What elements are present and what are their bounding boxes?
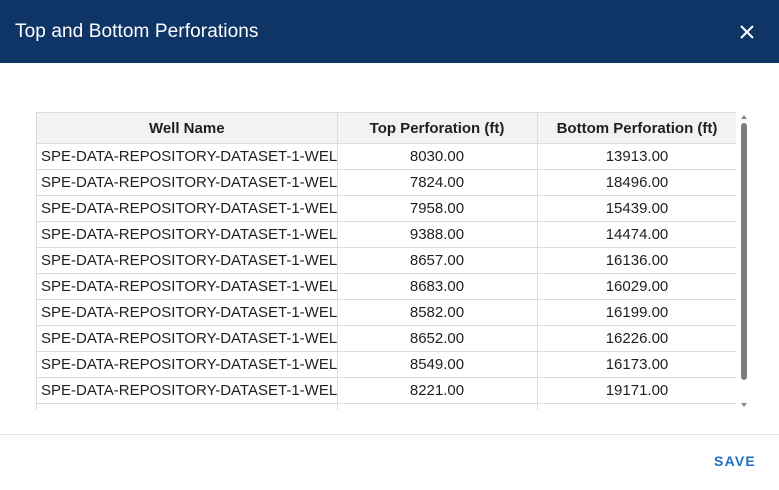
- cell-well-name: SPE-DATA-REPOSITORY-DATASET-1-WELL: [37, 403, 338, 410]
- perforations-table-container[interactable]: Well Name Top Perforation (ft) Bottom Pe…: [36, 112, 736, 410]
- table-row[interactable]: SPE-DATA-REPOSITORY-DATASET-1-WELL 8030.0…: [37, 143, 736, 170]
- cell-well-name: SPE-DATA-REPOSITORY-DATASET-1-WELL: [37, 143, 338, 170]
- cell-bottom-perforation: 16173.00: [537, 351, 736, 378]
- column-header-top-perforation[interactable]: Top Perforation (ft): [337, 112, 538, 144]
- cell-bottom-perforation: 15439.00: [537, 195, 736, 222]
- table-row[interactable]: SPE-DATA-REPOSITORY-DATASET-1-WELL 7958.0…: [37, 195, 736, 222]
- close-icon: [740, 24, 754, 39]
- cell-well-name: SPE-DATA-REPOSITORY-DATASET-1-WELL: [37, 247, 338, 274]
- cell-top-perforation: 8549.00: [337, 351, 538, 378]
- perforations-table: Well Name Top Perforation (ft) Bottom Pe…: [37, 112, 736, 410]
- cell-top-perforation: 8582.00: [337, 299, 538, 326]
- cell-well-name: SPE-DATA-REPOSITORY-DATASET-1-WELL: [37, 195, 338, 222]
- cell-bottom-perforation: 16029.00: [537, 273, 736, 300]
- cell-bottom-perforation: 18496.00: [537, 169, 736, 196]
- cell-well-name: SPE-DATA-REPOSITORY-DATASET-1-WELL: [37, 325, 338, 352]
- table-row[interactable]: SPE-DATA-REPOSITORY-DATASET-1-WELL 8549.0…: [37, 351, 736, 378]
- column-header-bottom-perforation[interactable]: Bottom Perforation (ft): [537, 112, 736, 144]
- table-row[interactable]: SPE-DATA-REPOSITORY-DATASET-1-WELL 8221.0…: [37, 377, 736, 404]
- dialog-header: Top and Bottom Perforations: [0, 0, 779, 63]
- cell-well-name: SPE-DATA-REPOSITORY-DATASET-1-WELL: [37, 377, 338, 404]
- cell-well-name: SPE-DATA-REPOSITORY-DATASET-1-WELL: [37, 273, 338, 300]
- cell-top-perforation: 8221.00: [337, 377, 538, 404]
- scroll-up-icon[interactable]: [741, 115, 747, 119]
- cell-top-perforation: 7958.00: [337, 195, 538, 222]
- close-button[interactable]: [735, 20, 759, 44]
- cell-well-name: SPE-DATA-REPOSITORY-DATASET-1-WELL: [37, 351, 338, 378]
- cell-top-perforation: 8683.00: [337, 273, 538, 300]
- cell-bottom-perforation: 16226.00: [537, 325, 736, 352]
- table-row[interactable]: SPE-DATA-REPOSITORY-DATASET-1-WELL7928.0…: [37, 403, 736, 410]
- cell-well-name: SPE-DATA-REPOSITORY-DATASET-1-WELL: [37, 221, 338, 248]
- cell-well-name: SPE-DATA-REPOSITORY-DATASET-1-WELL: [37, 169, 338, 196]
- scrollbar-thumb[interactable]: [741, 123, 747, 380]
- cell-bottom-perforation: 14474.00: [537, 221, 736, 248]
- cell-bottom-perforation: 16199.00: [537, 299, 736, 326]
- cell-bottom-perforation: 19171.00: [537, 377, 736, 404]
- table-row[interactable]: SPE-DATA-REPOSITORY-DATASET-1-WELL 7824.0…: [37, 169, 736, 196]
- cell-bottom-perforation: 17925.00: [537, 403, 736, 410]
- cell-top-perforation: 8030.00: [337, 143, 538, 170]
- cell-top-perforation: 7824.00: [337, 169, 538, 196]
- cell-well-name: SPE-DATA-REPOSITORY-DATASET-1-WELL: [37, 299, 338, 326]
- table-scrollbar[interactable]: [739, 112, 749, 410]
- dialog-title: Top and Bottom Perforations: [15, 20, 259, 42]
- cell-bottom-perforation: 16136.00: [537, 247, 736, 274]
- cell-top-perforation: 8657.00: [337, 247, 538, 274]
- cell-top-perforation: 7928.00: [337, 403, 538, 410]
- scroll-down-icon[interactable]: [741, 403, 747, 407]
- table-header-row: Well Name Top Perforation (ft) Bottom Pe…: [37, 112, 736, 144]
- cell-top-perforation: 8652.00: [337, 325, 538, 352]
- cell-bottom-perforation: 13913.00: [537, 143, 736, 170]
- column-header-well-name[interactable]: Well Name: [37, 112, 338, 144]
- table-row[interactable]: SPE-DATA-REPOSITORY-DATASET-1-WELL 8652.0…: [37, 325, 736, 352]
- table-body: SPE-DATA-REPOSITORY-DATASET-1-WELL 8030.0…: [37, 143, 736, 410]
- cell-top-perforation: 9388.00: [337, 221, 538, 248]
- table-row[interactable]: SPE-DATA-REPOSITORY-DATASET-1-WELL 8582.0…: [37, 299, 736, 326]
- table-row[interactable]: SPE-DATA-REPOSITORY-DATASET-1-WELL 8657.0…: [37, 247, 736, 274]
- save-button[interactable]: SAVE: [705, 448, 765, 474]
- footer-divider: [0, 434, 779, 435]
- table-row[interactable]: SPE-DATA-REPOSITORY-DATASET-1-WELL 9388.0…: [37, 221, 736, 248]
- table-row[interactable]: SPE-DATA-REPOSITORY-DATASET-1-WELL 8683.0…: [37, 273, 736, 300]
